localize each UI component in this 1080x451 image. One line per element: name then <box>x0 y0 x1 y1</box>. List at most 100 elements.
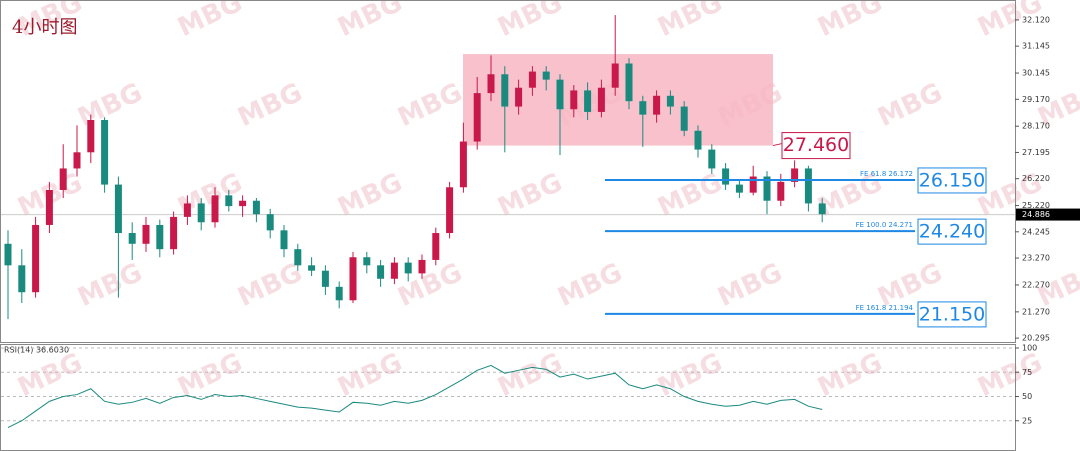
candle-body <box>528 71 536 88</box>
y-tick-label: 25.220 <box>1022 201 1050 210</box>
candle-body <box>791 168 799 182</box>
candle-body <box>722 168 730 185</box>
candle-body <box>666 95 674 107</box>
y-tick-label: 24.245 <box>1022 227 1050 236</box>
candle-body <box>625 63 633 102</box>
y-tick-label: 29.170 <box>1022 95 1050 104</box>
candle-body <box>225 195 233 207</box>
watermark: MBG <box>233 78 306 134</box>
candle-body <box>680 106 688 131</box>
candle-body <box>639 101 647 115</box>
candle-body <box>597 87 605 112</box>
fib-text: FE 61.8 26.172 <box>860 170 913 178</box>
y-tick-label: 20.295 <box>1022 334 1050 343</box>
candle-body <box>501 74 509 107</box>
fib-target-box <box>917 167 987 194</box>
zone-label: 27.460 <box>783 134 849 156</box>
main-panel <box>0 0 1016 343</box>
watermark: MBG <box>653 348 726 404</box>
candle-body <box>321 270 329 287</box>
y-tick-label: 28.170 <box>1022 122 1050 131</box>
candle-body <box>156 224 164 250</box>
fib-text: FE 161.8 21.194 <box>856 304 914 312</box>
candle-body <box>142 224 150 244</box>
candle-body <box>418 259 426 274</box>
fib-target: 24.240 <box>919 221 985 243</box>
candle-body <box>18 265 26 293</box>
y-tick-label: 22.270 <box>1022 280 1050 289</box>
watermark: MBG <box>173 348 246 404</box>
zone-label-box <box>781 132 851 160</box>
y-tick-label: 23.270 <box>1022 254 1050 263</box>
watermark: MBG <box>333 0 406 43</box>
rsi-label: RSI(14) 36.6030 <box>4 346 69 355</box>
candle-body <box>183 203 191 217</box>
candle-body <box>542 71 550 80</box>
candle-body <box>363 257 371 266</box>
candle-body <box>335 286 343 301</box>
candle-body <box>611 63 619 88</box>
rsi-tick-label: 75 <box>1022 368 1032 377</box>
candle-body <box>459 141 467 188</box>
candle-body <box>128 233 136 244</box>
candle-body <box>87 120 95 153</box>
watermark: MBG <box>393 78 466 134</box>
candle-body <box>777 181 785 201</box>
watermark: MBG <box>393 258 466 314</box>
watermark: MBG <box>873 78 946 134</box>
candle-body <box>515 87 523 107</box>
y-tick-label: 26.220 <box>1022 174 1050 183</box>
candle-body <box>804 168 812 204</box>
candle-body <box>694 130 702 150</box>
candle-body <box>59 168 67 190</box>
fib-target: 21.150 <box>919 303 985 325</box>
rsi-tick-label: 100 <box>1022 344 1037 353</box>
candle-body <box>570 90 578 110</box>
chart-title: 4小时图 <box>12 17 77 38</box>
candle-body <box>735 184 743 193</box>
candle-body <box>252 200 260 215</box>
candle-body <box>473 93 481 142</box>
y-tick-label: 27.195 <box>1022 148 1050 157</box>
candle-body <box>349 257 357 301</box>
watermark: MBG <box>173 0 246 43</box>
y-tick-label: 31.145 <box>1022 42 1050 51</box>
y-tick-label: 30.145 <box>1022 69 1050 78</box>
rsi-line <box>7 364 823 428</box>
candle-body <box>197 203 205 223</box>
watermark: MBG <box>233 258 306 314</box>
candle-body <box>404 262 412 274</box>
watermark: MBG <box>73 78 146 134</box>
candle-body <box>211 195 219 223</box>
watermark: MBG <box>653 0 726 43</box>
candle-body <box>170 216 178 250</box>
candle-body <box>280 230 288 250</box>
watermark: MBG <box>493 348 566 404</box>
zone-connector <box>772 143 783 147</box>
rsi-tick-label: 50 <box>1022 392 1032 401</box>
candle-body <box>73 152 81 169</box>
candle-body <box>294 249 302 266</box>
candle-body <box>708 149 716 169</box>
watermark: MBG <box>493 0 566 43</box>
y-tick-label: 32.120 <box>1022 15 1050 24</box>
watermark: MBG <box>713 258 786 314</box>
candle-body <box>584 90 592 112</box>
y-tick-label: 21.270 <box>1022 307 1050 316</box>
candle-body <box>432 233 440 260</box>
candle-body <box>763 176 771 201</box>
current-price-tag <box>1016 208 1080 221</box>
watermark: MBG <box>333 348 406 404</box>
current-price-label: 24.886 <box>1022 210 1050 219</box>
watermark: MBG <box>813 348 886 404</box>
candle-body <box>4 243 12 266</box>
fib-target: 26.150 <box>919 169 985 191</box>
candle-body <box>446 187 454 234</box>
candle-body <box>32 224 40 293</box>
fib-text: FE 100.0 24.271 <box>856 221 913 229</box>
rsi-tick-label: 25 <box>1022 416 1032 425</box>
candle-body <box>266 214 274 231</box>
candle-body <box>239 200 247 207</box>
